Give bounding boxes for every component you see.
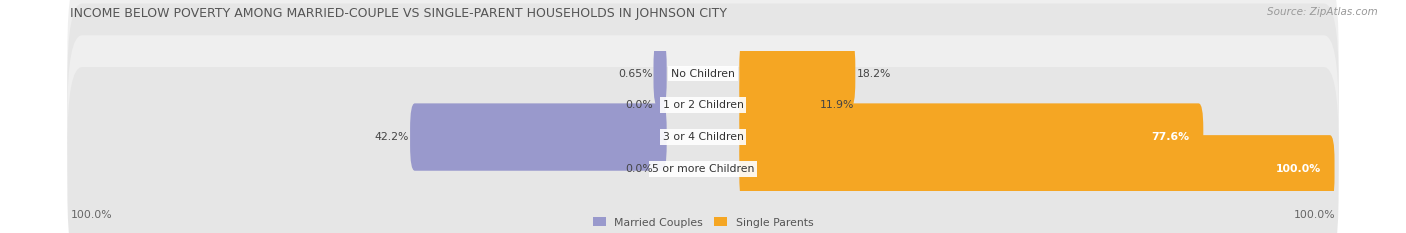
Text: 11.9%: 11.9% [820,100,853,110]
FancyBboxPatch shape [740,40,855,107]
FancyBboxPatch shape [67,3,1339,207]
Text: No Children: No Children [671,69,735,79]
Text: INCOME BELOW POVERTY AMONG MARRIED-COUPLE VS SINGLE-PARENT HOUSEHOLDS IN JOHNSON: INCOME BELOW POVERTY AMONG MARRIED-COUPL… [70,7,727,20]
FancyBboxPatch shape [654,40,666,107]
FancyBboxPatch shape [67,0,1339,175]
FancyBboxPatch shape [67,67,1339,233]
Text: 0.0%: 0.0% [626,100,654,110]
Text: 42.2%: 42.2% [374,132,409,142]
FancyBboxPatch shape [411,103,666,171]
Text: 100.0%: 100.0% [70,210,112,220]
Text: 18.2%: 18.2% [856,69,891,79]
Text: 77.6%: 77.6% [1152,132,1189,142]
Text: Source: ZipAtlas.com: Source: ZipAtlas.com [1267,7,1378,17]
FancyBboxPatch shape [740,72,818,139]
Text: 1 or 2 Children: 1 or 2 Children [662,100,744,110]
Text: 0.0%: 0.0% [626,164,654,174]
Text: 100.0%: 100.0% [1275,164,1322,174]
FancyBboxPatch shape [740,135,1334,202]
FancyBboxPatch shape [740,103,1204,171]
Text: 5 or more Children: 5 or more Children [652,164,754,174]
Legend: Married Couples, Single Parents: Married Couples, Single Parents [593,217,813,228]
Text: 0.65%: 0.65% [617,69,652,79]
Text: 100.0%: 100.0% [1294,210,1336,220]
FancyBboxPatch shape [67,35,1339,233]
Text: 3 or 4 Children: 3 or 4 Children [662,132,744,142]
